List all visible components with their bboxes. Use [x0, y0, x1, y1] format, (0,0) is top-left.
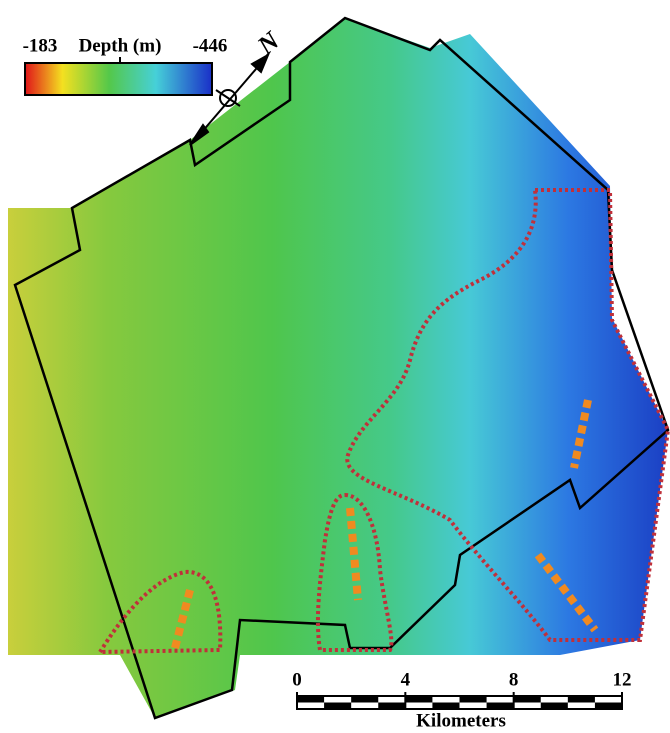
- scale-segment: [595, 703, 622, 710]
- scale-segment: [405, 696, 432, 703]
- scale-segment: [297, 696, 324, 703]
- legend-title: Depth (m): [79, 35, 162, 56]
- scale-segment: [541, 703, 568, 710]
- map: -183 Depth (m) -446 N 0 4 8 12 Kilometers: [0, 0, 670, 733]
- legend-min: -183: [23, 35, 58, 56]
- scale-bar: 0 4 8 12: [292, 669, 631, 709]
- scale-segment: [432, 703, 459, 710]
- scale-tick-label: 12: [613, 669, 632, 690]
- scale-segment: [324, 703, 351, 710]
- legend-max: -446: [193, 35, 228, 56]
- scale-segment: [487, 703, 514, 710]
- depth-legend: -183 Depth (m) -446: [23, 35, 228, 95]
- scale-segment: [460, 696, 487, 703]
- scale-unit: Kilometers: [416, 710, 506, 731]
- bathymetry-surface: [8, 18, 668, 718]
- scale-segment: [351, 696, 378, 703]
- scale-segment: [514, 696, 541, 703]
- scale-tick-label: 8: [509, 669, 519, 690]
- north-label: N: [251, 25, 286, 61]
- scale-segment: [378, 703, 405, 710]
- scale-tick-label: 4: [401, 669, 411, 690]
- scale-tick-label: 0: [292, 669, 302, 690]
- scale-segment: [568, 696, 595, 703]
- color-bar: [25, 63, 212, 95]
